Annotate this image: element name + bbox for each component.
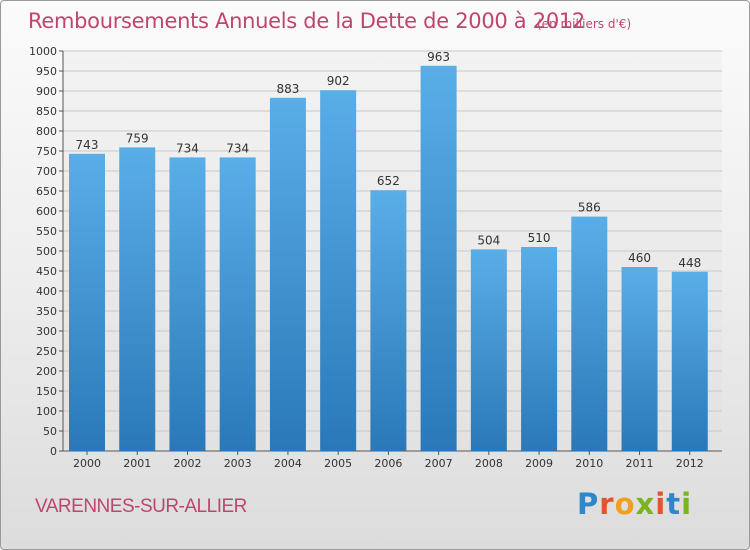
y-tick-label: 550	[36, 225, 57, 238]
bar-2005	[320, 90, 357, 451]
bar-2002	[169, 157, 206, 451]
value-label-2010: 586	[578, 201, 601, 215]
y-tick-label: 400	[36, 285, 57, 298]
y-tick-label: 250	[36, 345, 57, 358]
value-label-2000: 743	[76, 138, 99, 152]
commune-name: VARENNES-SUR-ALLIER	[35, 496, 247, 517]
logo-letter: i	[681, 487, 693, 521]
x-tick-label-2012: 2012	[676, 457, 704, 470]
bar-2006	[370, 190, 407, 451]
value-label-2011: 460	[628, 251, 651, 265]
value-label-2002: 734	[176, 141, 199, 155]
y-tick-label: 750	[36, 145, 57, 158]
value-label-2005: 902	[327, 74, 350, 88]
y-tick-label: 500	[36, 245, 57, 258]
logo-letter: x	[635, 487, 656, 521]
value-label-2007: 963	[427, 50, 450, 64]
bar-2008	[470, 249, 507, 451]
logo-letter: t	[666, 487, 682, 521]
bar-2012	[671, 271, 708, 451]
y-tick-label: 850	[36, 105, 57, 118]
y-tick-label: 350	[36, 305, 57, 318]
logo-letter: P	[577, 487, 600, 521]
y-tick-label: 50	[43, 425, 57, 438]
y-tick-label: 650	[36, 185, 57, 198]
x-tick-label-2004: 2004	[274, 457, 302, 470]
y-tick-label: 900	[36, 85, 57, 98]
y-tick-label: 700	[36, 165, 57, 178]
value-label-2012: 448	[678, 256, 701, 270]
chart-title: Remboursements Annuels de la Dette de 20…	[28, 9, 585, 33]
value-label-2008: 504	[477, 233, 500, 247]
value-labels: 743 759 734 734 883 902 652 963 504 510 586 460 448	[76, 50, 702, 270]
x-tick-label-2006: 2006	[374, 457, 402, 470]
value-label-2006: 652	[377, 174, 400, 188]
x-tick-label-2011: 2011	[626, 457, 654, 470]
logo-letter: o	[614, 487, 636, 521]
x-tick-label-2009: 2009	[525, 457, 553, 470]
x-tick-label-2003: 2003	[224, 457, 252, 470]
bar-2003	[219, 157, 256, 451]
chart-subtitle: (en milliers d'€)	[537, 17, 632, 31]
logo-letter: i	[655, 487, 667, 521]
y-tick-label: 100	[36, 405, 57, 418]
bars	[69, 65, 708, 452]
bar-2001	[119, 147, 156, 451]
x-tick-label-2000: 2000	[73, 457, 101, 470]
proxiti-logo[interactable]: Proxiti	[577, 487, 692, 521]
x-tick-label-2010: 2010	[575, 457, 603, 470]
bar-2011	[621, 267, 658, 451]
logo-letter: r	[599, 487, 615, 521]
y-tick-label: 600	[36, 205, 57, 218]
bar-2004	[269, 97, 306, 452]
x-tick-label-2001: 2001	[123, 457, 151, 470]
x-tick-label-2008: 2008	[475, 457, 503, 470]
value-label-2009: 510	[528, 231, 551, 245]
bar-2009	[521, 247, 558, 451]
x-tick-label-2002: 2002	[173, 457, 201, 470]
y-tick-label: 300	[36, 325, 57, 338]
y-tick-label: 150	[36, 385, 57, 398]
axes: 0 50 100 150 200 250 300 350 400 450 500 550 600 650 7…	[29, 45, 722, 470]
x-tick-label-2005: 2005	[324, 457, 352, 470]
bar-2007	[420, 65, 457, 452]
value-label-2003: 734	[226, 141, 249, 155]
value-label-2001: 759	[126, 131, 149, 145]
bar-2010	[571, 216, 608, 451]
y-tick-label: 800	[36, 125, 57, 138]
value-label-2004: 883	[276, 82, 299, 96]
y-tick-label: 200	[36, 365, 57, 378]
x-tick-label-2007: 2007	[425, 457, 453, 470]
y-tick-label: 450	[36, 265, 57, 278]
bar-2000	[69, 153, 105, 452]
y-tick-label: 0	[50, 445, 57, 458]
y-tick-label: 1000	[29, 45, 57, 58]
y-tick-label: 950	[36, 65, 57, 78]
